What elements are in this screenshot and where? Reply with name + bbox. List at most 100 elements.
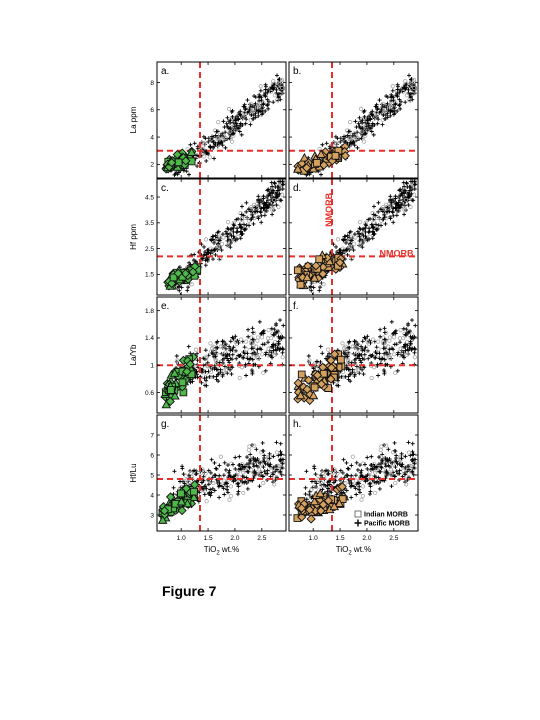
- pacific-morb-point: [208, 487, 213, 492]
- indian-morb-point: [340, 246, 345, 251]
- pacific-morb-point: [371, 204, 376, 209]
- pacific-morb-point: [259, 106, 264, 111]
- pacific-morb-point: [223, 145, 228, 150]
- indian-morb-point: [253, 352, 258, 357]
- pacific-morb-point: [264, 350, 269, 355]
- pacific-morb-point: [370, 353, 375, 358]
- pacific-morb-point: [261, 465, 266, 470]
- pacific-morb-point: [274, 440, 279, 445]
- pacific-morb-point: [248, 356, 253, 361]
- pacific-morb-point: [388, 194, 393, 199]
- panel-label: h.: [293, 419, 301, 430]
- pacific-morb-point: [320, 142, 325, 147]
- pacific-morb-point: [357, 490, 362, 495]
- pacific-morb-point: [379, 465, 384, 470]
- pacific-morb-point: [397, 102, 402, 107]
- pacific-morb-point: [367, 481, 372, 486]
- pacific-morb-point: [348, 238, 353, 243]
- pacific-morb-point: [345, 133, 350, 138]
- pacific-morb-point: [352, 357, 357, 362]
- y-tick-label: 5: [150, 472, 154, 479]
- pacific-morb-point: [186, 285, 191, 290]
- panel-g: 1.0 1.5 2.0 2.5 3 4 5 6 7 g. Hf/Lu TiO2 wt.%: [129, 414, 287, 557]
- indian-morb-point: [379, 444, 384, 449]
- pacific-morb-point: [341, 237, 346, 242]
- pacific-morb-point: [354, 125, 359, 130]
- pacific-morb-point: [266, 187, 271, 192]
- pacific-morb-point: [244, 481, 249, 486]
- indian-morb-point: [279, 85, 285, 91]
- pacific-morb-point: [404, 333, 409, 338]
- pacific-morb-point: [250, 326, 255, 331]
- indian-morb-point: [255, 356, 260, 361]
- pacific-morb-point: [336, 383, 341, 388]
- x-tick-label: 1.0: [177, 535, 186, 542]
- pacific-morb-point: [371, 132, 376, 137]
- pacific-morb-point: [256, 198, 261, 203]
- pacific-morb-point: [220, 357, 225, 362]
- panel-label: f.: [293, 301, 299, 312]
- indian-morb-point: [234, 473, 239, 478]
- pacific-morb-point: [265, 102, 270, 107]
- indian-morb-point: [271, 197, 277, 202]
- indian-morb-point: [269, 336, 274, 341]
- indian-morb-point: [228, 493, 234, 499]
- indian-morb-point: [412, 79, 417, 84]
- pacific-morb-point: [220, 131, 225, 136]
- indian-morb-point: [216, 119, 221, 125]
- pacific-morb-point: [182, 481, 187, 486]
- pacific-morb-point: [256, 216, 261, 221]
- pacific-morb-point: [395, 203, 400, 208]
- pacific-morb-point: [253, 209, 258, 214]
- sample-marker: [334, 498, 345, 508]
- pacific-morb-point: [397, 195, 401, 200]
- pacific-morb-point: [304, 469, 309, 474]
- pacific-morb-point: [321, 482, 326, 487]
- pacific-morb-point: [382, 351, 387, 356]
- pacific-morb-point: [405, 343, 410, 348]
- sample-marker: [299, 152, 310, 162]
- indian-morb-point: [384, 443, 389, 448]
- pacific-morb-point: [220, 143, 225, 148]
- pacific-morb-point: [410, 346, 415, 351]
- pacific-morb-point: [373, 465, 378, 470]
- indian-morb-point: [269, 468, 274, 473]
- indian-morb-point: [412, 355, 417, 360]
- pacific-morb-point: [247, 223, 252, 228]
- pacific-morb-point: [209, 237, 214, 242]
- indian-morb-point: [258, 84, 263, 89]
- pacific-morb-point: [244, 455, 249, 460]
- pacific-morb-point: [358, 358, 363, 363]
- pacific-morb-point: [263, 203, 268, 208]
- pacific-morb-point: [229, 233, 234, 238]
- indian-morb-point: [274, 450, 280, 455]
- pacific-morb-point: [254, 447, 259, 452]
- pacific-morb-point: [363, 132, 368, 137]
- pacific-morb-point: [392, 199, 397, 204]
- pacific-morb-point: [371, 467, 376, 472]
- pacific-morb-point: [246, 327, 251, 332]
- pacific-morb-point: [394, 201, 399, 206]
- y-axis-label: Hf/Lu: [129, 463, 138, 482]
- pacific-morb-point: [268, 474, 273, 479]
- pacific-morb-point: [187, 172, 192, 177]
- legend: Indian MORB Pacific MORB: [354, 510, 410, 528]
- sample-marker: [296, 503, 307, 513]
- pacific-morb-point: [389, 95, 394, 100]
- pacific-morb-point: [324, 141, 329, 146]
- pacific-morb-point: [397, 97, 402, 102]
- pacific-morb-point: [235, 114, 240, 119]
- x-tick-label: 1.5: [204, 535, 213, 542]
- pacific-morb-point: [233, 118, 238, 123]
- sample-marker: [186, 147, 197, 156]
- pacific-morb-point: [256, 108, 261, 113]
- pacific-morb-point: [244, 475, 249, 480]
- pacific-morb-point: [203, 136, 208, 141]
- pacific-morb-point: [386, 108, 391, 113]
- sample-marker: [177, 489, 185, 498]
- pacific-morb-point: [313, 472, 318, 477]
- indian-morb-point: [244, 347, 249, 352]
- indian-morb-point: [374, 110, 379, 115]
- pacific-morb-point: [395, 82, 400, 87]
- pacific-morb-point: [382, 104, 387, 109]
